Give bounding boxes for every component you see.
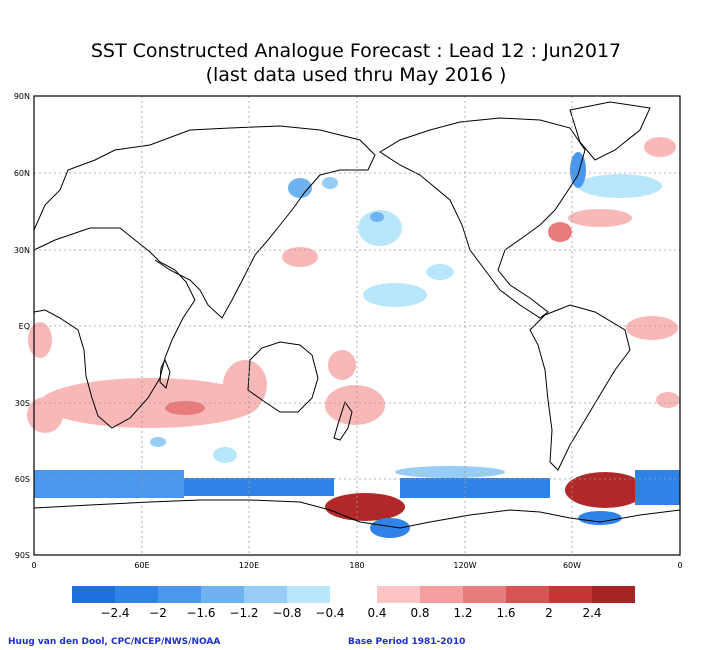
lat-label: 30N <box>14 246 30 255</box>
colorbar-swatch-cold <box>244 586 287 603</box>
warm-anomaly-west-australia <box>223 360 267 410</box>
lon-label: 0 <box>677 561 682 570</box>
coastline-greenland <box>569 101 651 161</box>
colorbar: −2.4 −2 −1.6 −1.2 −0.8 −0.4 0.4 0.8 1.2 1.6 2 2.4 <box>72 586 635 620</box>
lon-label: 120W <box>453 561 476 570</box>
colorbar-swatch-warm <box>420 586 463 603</box>
coastline-north-america <box>379 117 586 319</box>
lon-label: 60W <box>563 561 581 570</box>
colorbar-swatch-cold <box>201 586 244 603</box>
warm-anomaly-tasman <box>325 385 385 425</box>
colorbar-swatch-warm <box>463 586 506 603</box>
warm-anomaly-south-indian-core <box>165 401 205 415</box>
colorbar-swatch-cold <box>72 586 115 603</box>
cold-anomaly-subtropical-pacific <box>363 283 427 307</box>
colorbar-swatch-cold <box>115 586 158 603</box>
lat-label: 90N <box>14 92 30 101</box>
cold-anomaly-ross-sea <box>370 518 410 538</box>
cold-anomaly-amundsen-sea <box>578 511 622 525</box>
colorbar-swatch-warm <box>377 586 420 603</box>
warm-anomaly-southeast-pacific <box>656 392 680 408</box>
cold-anomaly-subtropical-pacific-2 <box>426 264 454 280</box>
cold-anomaly-south-australia <box>213 447 237 463</box>
coastline-australia <box>247 341 319 413</box>
warm-anomaly-regions <box>27 137 680 521</box>
lat-label: EQ <box>19 322 30 331</box>
colorbar-tick-label: 0.4 <box>367 606 386 620</box>
lat-label: 60S <box>15 475 30 484</box>
coastline-africa <box>33 227 196 429</box>
colorbar-tick-label: 1.6 <box>496 606 515 620</box>
longitude-labels: 0 60E 120E 180 120W 60W 0 <box>31 561 682 570</box>
coastlines <box>33 101 681 529</box>
colorbar-tick-label: −1.6 <box>186 606 215 620</box>
lon-label: 120E <box>239 561 259 570</box>
coastline-new-zealand <box>333 400 353 441</box>
cold-anomaly-south-indian <box>150 437 166 447</box>
cold-anomaly-southern-ocean-west <box>34 470 184 498</box>
colorbar-tick-label: −0.4 <box>315 606 344 620</box>
cold-anomaly-okhotsk <box>288 178 312 198</box>
warm-anomaly-south-pacific <box>328 350 356 380</box>
cold-anomaly-regions <box>34 152 680 538</box>
warm-anomaly-ross-sea <box>325 493 405 521</box>
map-frame <box>33 95 681 556</box>
lon-label: 60E <box>134 561 149 570</box>
lat-label: 30S <box>15 399 30 408</box>
map-title: SST Constructed Analogue Forecast : Lead… <box>90 40 622 62</box>
coastline-antarctica <box>33 499 681 529</box>
colorbar-tick-label: −2 <box>149 606 167 620</box>
cold-anomaly-labrador-sea <box>578 174 662 198</box>
colorbar-tick-label: 2 <box>545 606 553 620</box>
credit-author: Huug van den Dool, CPC/NCEP/NWS/NOAA <box>8 637 221 647</box>
colorbar-tick-label: −2.4 <box>100 606 129 620</box>
lon-label: 0 <box>31 561 36 570</box>
colorbar-tick-label: −0.8 <box>272 606 301 620</box>
warm-anomaly-weddell-sea <box>565 472 645 508</box>
map-subtitle: (last data used thru May 2016 ) <box>205 64 507 86</box>
coastline-eurasia <box>33 125 376 319</box>
warm-anomaly-north-atlantic <box>568 209 632 227</box>
lat-label: 60N <box>14 169 30 178</box>
lon-label: 180 <box>349 561 364 570</box>
cold-anomaly-bering <box>322 177 338 189</box>
warm-anomaly-gulf-stream <box>548 222 572 242</box>
colorbar-tick-label: 0.8 <box>410 606 429 620</box>
colorbar-swatch-cold <box>287 586 330 603</box>
credit-base-period: Base Period 1981-2010 <box>348 637 466 647</box>
lat-label: 90S <box>15 551 30 560</box>
cold-anomaly-southern-ocean-belt <box>395 466 505 478</box>
cold-anomaly-labrador-core <box>570 152 586 188</box>
coastline-madagascar <box>159 358 171 389</box>
map-grid <box>34 96 680 555</box>
latitude-labels: 90N 60N 30N EQ 30S 60S 90S <box>14 92 30 560</box>
cold-anomaly-southern-ocean-far-east <box>635 470 680 505</box>
warm-anomaly-east-pacific <box>626 316 678 340</box>
colorbar-swatch-warm <box>592 586 635 603</box>
colorbar-swatch-warm <box>506 586 549 603</box>
cold-anomaly-north-pacific-core <box>370 212 384 222</box>
warm-anomaly-south-atlantic <box>27 397 63 433</box>
coastline-south-america <box>529 304 631 471</box>
colorbar-tick-label: 1.2 <box>453 606 472 620</box>
colorbar-swatch-warm <box>549 586 592 603</box>
warm-anomaly-west-africa <box>28 322 52 358</box>
colorbar-swatch-cold <box>158 586 201 603</box>
warm-anomaly-arctic <box>644 137 676 157</box>
colorbar-tick-label: −1.2 <box>229 606 258 620</box>
warm-anomaly-north-pacific-west <box>282 247 318 267</box>
cold-anomaly-north-pacific <box>358 210 402 246</box>
cold-anomaly-southern-ocean-mid <box>184 478 334 496</box>
cold-anomaly-southern-ocean-east <box>400 478 550 498</box>
colorbar-tick-label: 2.4 <box>582 606 601 620</box>
